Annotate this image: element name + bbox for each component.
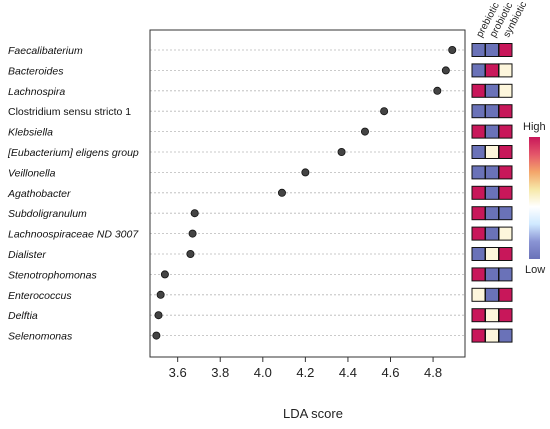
x-tick-label: 4.0 <box>254 365 272 380</box>
heatmap-cell <box>471 43 486 57</box>
data-point <box>433 86 442 95</box>
data-point <box>337 147 346 156</box>
taxon-label: Lachnoospiraceae ND 3007 <box>8 229 139 241</box>
legend-low-label: Low <box>525 264 545 276</box>
x-tick-label: 4.2 <box>296 365 314 380</box>
heatmap-cell <box>498 328 513 343</box>
heatmap-cell <box>485 145 499 159</box>
heatmap-cell <box>498 206 513 221</box>
heatmap-cell <box>498 267 513 282</box>
heatmap-cell <box>485 63 499 78</box>
heatmap-cell <box>471 267 486 282</box>
heatmap-cell <box>498 104 513 119</box>
legend-high-label: High <box>523 121 546 133</box>
heatmap-cell <box>485 165 499 180</box>
data-point <box>156 290 165 299</box>
taxon-label: Bacteroides <box>8 65 64 77</box>
heatmap-cell <box>498 226 513 241</box>
taxon-label: Veillonella <box>8 167 56 179</box>
taxon-label: Clostridium sensu stricto 1 <box>8 106 131 118</box>
heatmap-cell <box>471 83 486 98</box>
data-point <box>188 229 197 238</box>
taxon-label: Lachnospira <box>8 86 65 98</box>
data-point <box>186 249 195 258</box>
data-point <box>301 168 310 177</box>
heatmap-cell <box>471 247 486 261</box>
taxon-label: [Eubacterium] eligens group <box>7 147 139 159</box>
data-point <box>154 311 163 320</box>
taxon-label: Dialister <box>8 249 46 261</box>
heatmap-cell <box>498 124 513 139</box>
heatmap-cell <box>498 165 513 180</box>
heatmap-cell <box>471 308 486 323</box>
data-point <box>360 127 369 136</box>
points <box>152 46 457 340</box>
plot-frame <box>149 29 466 358</box>
data-point <box>441 66 450 75</box>
heatmap-cell <box>485 308 499 323</box>
heatmap-cell <box>498 63 513 78</box>
heatmap-cell <box>485 185 499 200</box>
taxon-label: Subdoligranulum <box>8 208 87 220</box>
heatmap-cell <box>471 145 486 159</box>
x-tick-label: 4.4 <box>339 365 357 380</box>
taxon-label: Faecalibaterium <box>8 45 83 57</box>
data-point <box>277 188 286 197</box>
heatmap-cell <box>485 247 499 261</box>
data-point <box>160 270 169 279</box>
data-point <box>380 107 389 116</box>
taxon-label: Stenotrophomonas <box>8 269 97 281</box>
data-point <box>152 331 161 340</box>
taxon-label: Enterococcus <box>8 290 72 302</box>
data-point <box>190 209 199 218</box>
heatmap-cell <box>471 165 486 180</box>
heatmap-cell <box>471 226 486 241</box>
taxa-labels: Faecalibaterium Bacteroides Lachnospira Clo… <box>7 45 139 343</box>
taxon-label: Klebsiella <box>8 127 53 139</box>
heatmap-cell <box>485 287 499 302</box>
heatmap-cell <box>498 308 513 323</box>
heatmap-cell <box>498 43 513 57</box>
heatmap-cell <box>498 83 513 98</box>
heatmap-cell <box>485 124 499 139</box>
x-tick-label: 4.8 <box>424 365 442 380</box>
taxon-label: Agathobacter <box>7 188 71 200</box>
heatmap-cell <box>498 145 513 159</box>
heatmap-cell <box>485 206 499 221</box>
data-point <box>448 46 457 55</box>
heatmap-cell <box>485 104 499 119</box>
heatmap-cell <box>485 328 499 343</box>
heatmap-cell <box>498 185 513 200</box>
heatmap-cell <box>498 247 513 261</box>
taxon-label: Selenomonas <box>8 331 73 343</box>
heatmap-cell <box>471 206 486 221</box>
color-legend: High Low <box>523 121 546 276</box>
heatmap-cells <box>471 43 513 343</box>
heatmap-cell <box>485 267 499 282</box>
legend-gradient-bar <box>529 137 540 259</box>
heatmap-cell <box>471 287 486 302</box>
x-tick-label: 3.6 <box>169 365 187 380</box>
x-axis-ticks: 3.6 3.8 4.0 4.2 4.4 4.6 4.8 <box>169 357 442 380</box>
plot-border <box>149 29 466 358</box>
grid-lines <box>150 49 465 337</box>
heatmap-cell <box>485 83 499 98</box>
heatmap-cell <box>471 124 486 139</box>
heatmap-cell <box>471 104 486 119</box>
heatmap-cell <box>471 328 486 343</box>
x-tick-label: 3.8 <box>211 365 229 380</box>
heatmap-cell <box>498 287 513 302</box>
heatmap-cell <box>485 226 499 241</box>
x-axis-label: LDA score <box>283 406 343 421</box>
taxon-label: Delftia <box>8 310 38 322</box>
x-tick-label: 4.6 <box>381 365 399 380</box>
heatmap-cell <box>471 63 486 78</box>
heatmap-cell <box>471 185 486 200</box>
heatmap-cell <box>485 43 499 57</box>
